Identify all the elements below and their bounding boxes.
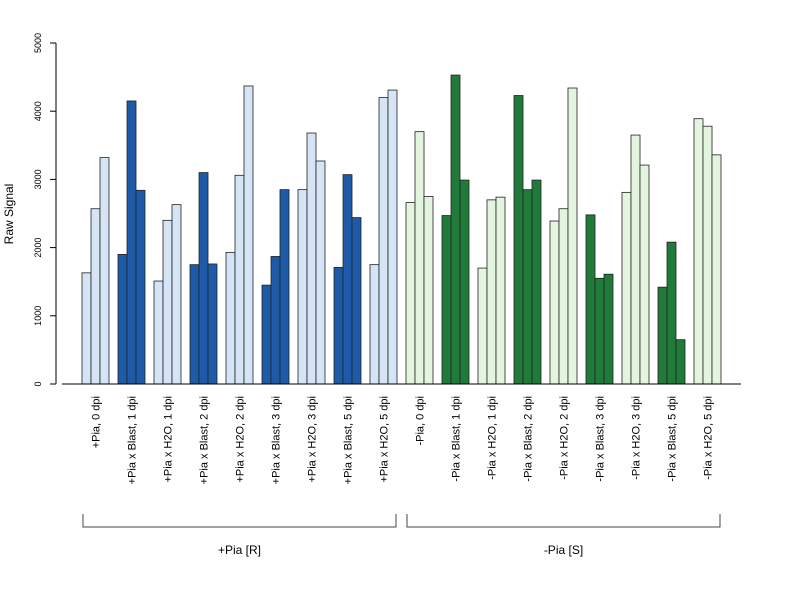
category-label: +Pia x H2O, 3 dpi <box>307 396 319 483</box>
y-tick-label: 0 <box>33 381 43 386</box>
bar <box>81 272 92 385</box>
category-label: +Pia x H2O, 1 dpi <box>163 396 175 483</box>
bar <box>423 196 434 385</box>
bar <box>126 100 137 385</box>
bar <box>450 74 461 385</box>
bar <box>621 191 632 385</box>
category-label: -Pia x Blast, 1 dpi <box>451 396 463 482</box>
category-label: -Pia x H2O, 5 dpi <box>703 396 715 480</box>
y-tick-label: 3000 <box>33 169 43 189</box>
bar <box>558 208 569 385</box>
bar <box>630 134 641 385</box>
category-labels: +Pia, 0 dpi +Pia x Blast, 1 dpi +Pia x H2O… <box>91 396 715 484</box>
bar <box>495 196 506 385</box>
bar <box>306 132 317 385</box>
bar <box>702 125 713 385</box>
y-axis-title: Raw Signal <box>2 184 16 245</box>
category-label: -Pia x H2O, 1 dpi <box>487 396 499 480</box>
bar <box>99 157 110 385</box>
bar <box>486 199 497 385</box>
bar <box>153 280 164 385</box>
bar <box>315 160 326 385</box>
y-tick-label: 2000 <box>33 238 43 258</box>
bar <box>522 189 533 385</box>
bar <box>441 215 452 385</box>
bar <box>162 219 173 385</box>
category-label: -Pia x H2O, 3 dpi <box>631 396 643 480</box>
bar <box>513 95 524 385</box>
bar <box>459 179 470 385</box>
bar <box>270 256 281 385</box>
bar <box>279 189 290 385</box>
bar <box>567 87 578 385</box>
y-tick-label: 1000 <box>33 306 43 326</box>
bar <box>549 220 560 385</box>
bar <box>135 189 146 385</box>
group-brackets: +Pia [R] -Pia [S] <box>82 514 721 557</box>
bar <box>342 174 353 385</box>
bar <box>90 208 101 385</box>
category-label: +Pia x H2O, 5 dpi <box>379 396 391 483</box>
bar <box>297 189 308 385</box>
bar <box>585 214 596 385</box>
bar <box>189 264 200 385</box>
bar <box>261 284 272 385</box>
category-label: -Pia x Blast, 2 dpi <box>523 396 535 482</box>
bar <box>414 131 425 385</box>
group-label: +Pia [R] <box>218 543 261 557</box>
bar <box>639 164 650 385</box>
category-label: -Pia x Blast, 5 dpi <box>667 396 679 482</box>
bar <box>378 97 389 385</box>
category-label: +Pia x Blast, 5 dpi <box>343 396 355 484</box>
bars <box>81 74 722 385</box>
bar <box>711 154 722 385</box>
category-label: -Pia x H2O, 2 dpi <box>559 396 571 480</box>
bar <box>675 339 686 385</box>
bar <box>603 273 614 385</box>
bar <box>693 118 704 385</box>
group-bracket <box>82 514 397 528</box>
group-bracket <box>406 514 721 528</box>
bar <box>657 286 668 385</box>
y-tick-label: 4000 <box>33 101 43 121</box>
bar <box>207 263 218 385</box>
bar <box>225 251 236 385</box>
group-label: -Pia [S] <box>544 543 583 557</box>
bar <box>243 85 254 385</box>
bar <box>171 204 182 385</box>
bar <box>477 267 488 385</box>
bar <box>666 241 677 385</box>
bar <box>198 172 209 385</box>
bar <box>369 264 380 385</box>
bar <box>405 202 416 385</box>
bar <box>117 254 128 385</box>
bar <box>333 266 344 385</box>
category-label: +Pia, 0 dpi <box>91 396 103 448</box>
bar <box>594 277 605 385</box>
category-label: +Pia x Blast, 2 dpi <box>199 396 211 484</box>
bar <box>234 174 245 385</box>
category-label: -Pia x Blast, 3 dpi <box>595 396 607 482</box>
category-label: +Pia x Blast, 1 dpi <box>127 396 139 484</box>
category-label: +Pia x H2O, 2 dpi <box>235 396 247 483</box>
bar <box>351 217 362 385</box>
bar <box>387 89 398 385</box>
category-label: +Pia x Blast, 3 dpi <box>271 396 283 484</box>
y-tick-label: 5000 <box>33 33 43 53</box>
y-axis: 0 1000 2000 3000 4000 5000 <box>33 33 57 387</box>
category-label: -Pia, 0 dpi <box>415 396 427 446</box>
bar <box>531 179 542 385</box>
